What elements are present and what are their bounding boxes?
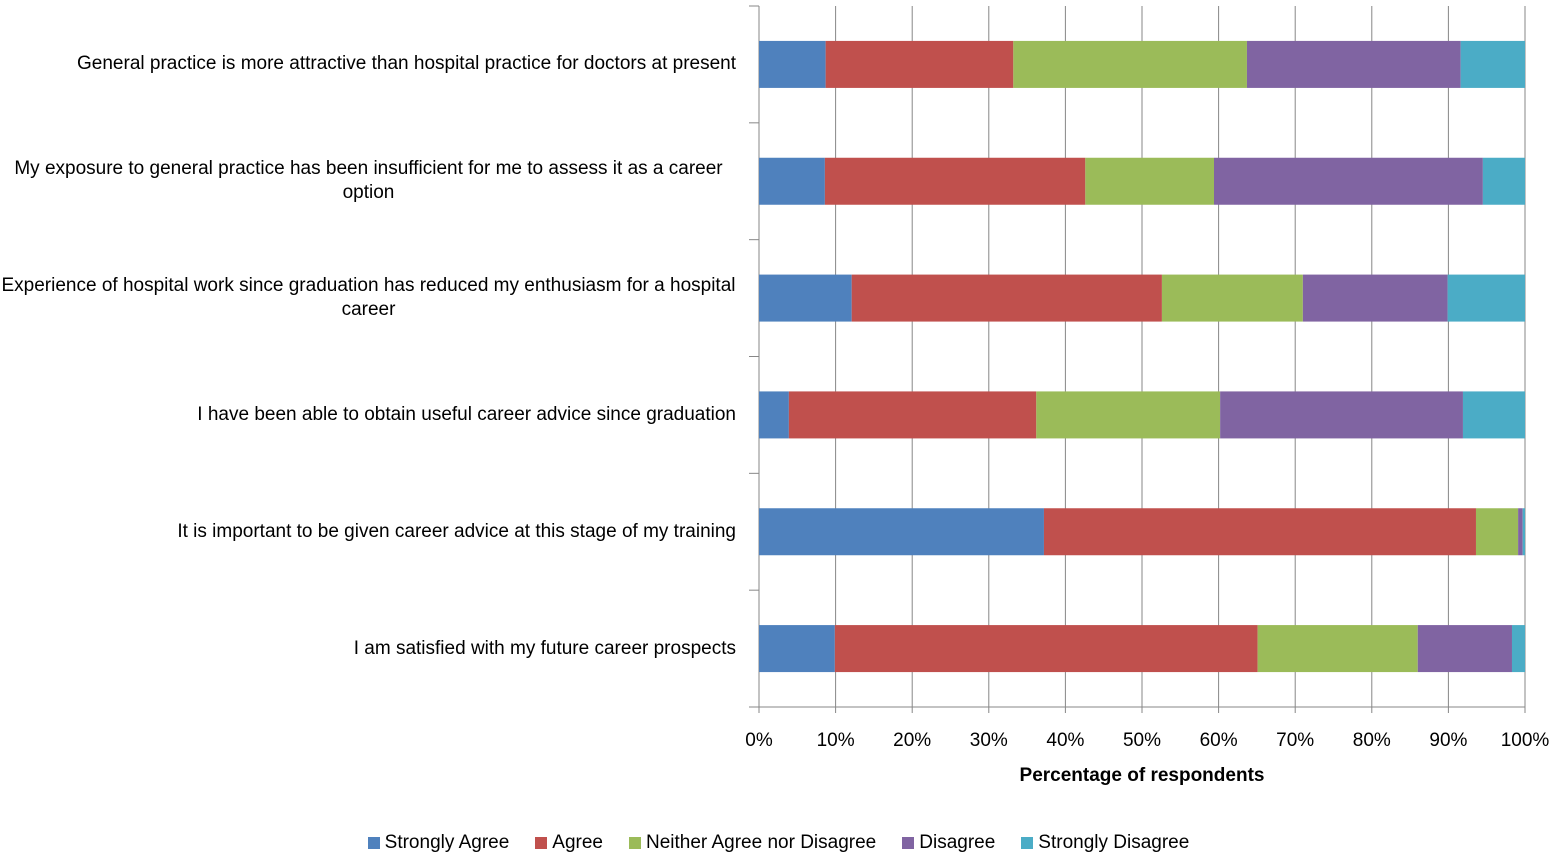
x-tick-label: 60%	[1200, 730, 1238, 751]
x-tick-label: 30%	[970, 730, 1008, 751]
bar-segment	[1043, 508, 1476, 556]
legend-item: Strongly Disagree	[1021, 832, 1189, 854]
bar-segment	[824, 157, 1086, 205]
legend-swatch	[629, 837, 641, 849]
legend-item: Disagree	[902, 832, 995, 854]
bar-segment	[1482, 157, 1525, 205]
bar-segment	[1522, 508, 1525, 556]
category-label: General practice is more attractive than…	[77, 53, 736, 75]
bar-segment	[788, 391, 1037, 439]
legend-swatch	[1021, 837, 1034, 849]
bar-segment	[1302, 274, 1448, 322]
bar-segment	[759, 40, 826, 88]
legend-label: Neither Agree nor Disagree	[646, 832, 877, 853]
bar-segment	[1462, 391, 1525, 439]
bar-segment	[1161, 274, 1303, 322]
category-label: My exposure to general practice has been…	[14, 158, 723, 204]
bar-segment	[1214, 157, 1483, 205]
legend-label: Disagree	[919, 832, 996, 853]
bar-segment	[1475, 508, 1519, 556]
bar-segment	[1511, 625, 1525, 673]
bar-segment	[1036, 391, 1221, 439]
legend-swatch	[902, 837, 915, 849]
x-tick-label: 90%	[1429, 730, 1467, 751]
bar-segment	[1246, 40, 1461, 88]
bar-segment	[1518, 508, 1523, 556]
legend-label: Strongly Agree	[384, 832, 510, 853]
bar-segment	[1417, 625, 1512, 673]
bar-segment	[825, 40, 1014, 88]
legend: Strongly Agree Agree Neither Agree nor Dis…	[0, 832, 1557, 854]
bar-segment	[759, 274, 852, 322]
x-tick-label: 40%	[1046, 730, 1084, 751]
legend-item: Agree	[535, 832, 603, 854]
x-tick-label: 0%	[745, 730, 773, 751]
bar-segment	[834, 625, 1258, 673]
x-tick-label: 50%	[1123, 730, 1161, 751]
bar-segment	[759, 391, 789, 439]
bar-segment	[851, 274, 1162, 322]
category-label: I have been able to obtain useful career…	[197, 403, 736, 425]
bar-segment	[1460, 40, 1525, 88]
x-tick-label: 10%	[817, 730, 855, 751]
category-label: Experience of hospital work since gradua…	[1, 275, 736, 321]
x-tick-label: 80%	[1353, 730, 1391, 751]
bar-segment	[1257, 625, 1418, 673]
category-label: It is important to be given career advic…	[177, 520, 736, 542]
bar-segment	[759, 508, 1044, 556]
bar-segment	[1085, 157, 1215, 205]
x-tick-label: 20%	[893, 730, 931, 751]
x-axis-title: Percentage of respondents	[1020, 765, 1265, 786]
legend-label: Strongly Disagree	[1038, 832, 1190, 853]
x-tick-label: 70%	[1276, 730, 1314, 751]
bar-segment	[759, 625, 835, 673]
legend-label: Agree	[552, 832, 603, 853]
category-label: I am satisfied with my future career pro…	[353, 637, 736, 659]
bar-segment	[759, 157, 825, 205]
x-tick-label: 100%	[1501, 730, 1550, 751]
legend-item: Strongly Agree	[367, 832, 510, 854]
bar-segment	[1447, 274, 1525, 322]
legend-item: Neither Agree nor Disagree	[629, 832, 876, 854]
bar-segment	[1220, 391, 1463, 439]
bar-segment	[1013, 40, 1247, 88]
legend-swatch	[535, 837, 548, 849]
legend-swatch	[367, 837, 380, 849]
